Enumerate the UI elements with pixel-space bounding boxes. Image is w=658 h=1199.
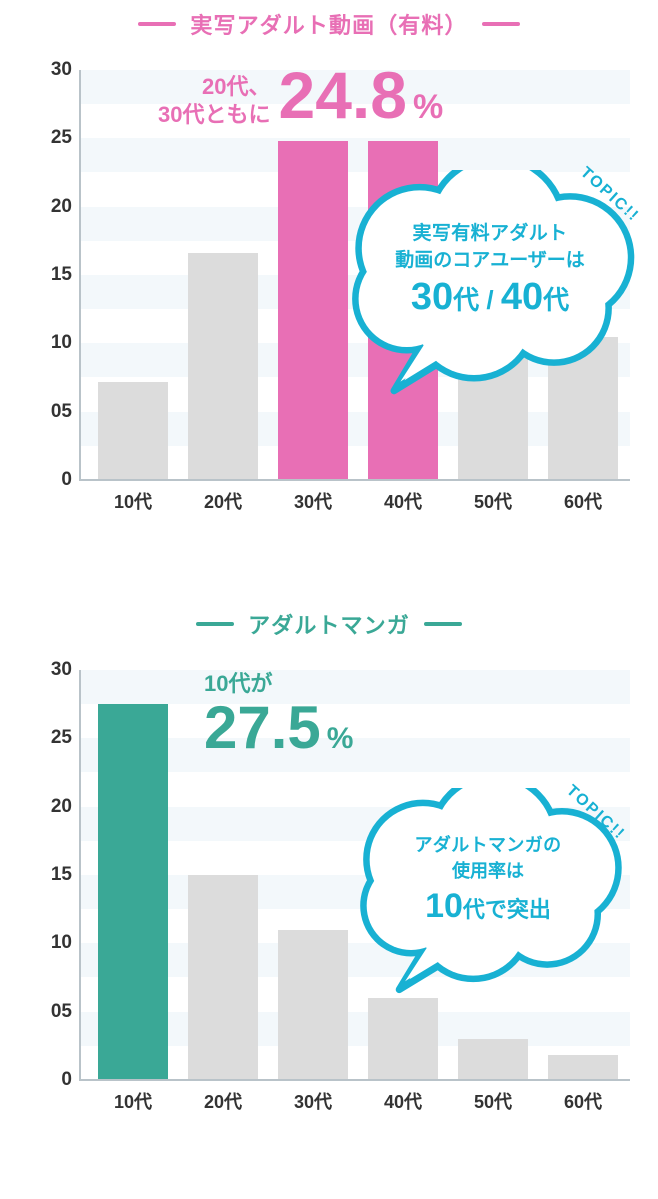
chart2-headline-number: 27.5 (204, 698, 321, 758)
bar (98, 704, 168, 1080)
chart1-headline-number: 24.8 (278, 62, 406, 128)
chart2-x-axis (79, 1079, 630, 1081)
y-tick-label: 15 (28, 264, 72, 286)
bar (98, 382, 168, 480)
y-tick-label: 20 (28, 796, 72, 818)
x-tick-label: 40代 (368, 1088, 438, 1114)
y-tick-label: 10 (28, 932, 72, 954)
y-tick-label: 0 (28, 469, 72, 491)
title-dash-left (138, 22, 176, 26)
chart1-headline-percent: % (413, 88, 443, 127)
y-tick-label: 0 (28, 1069, 72, 1091)
bar (548, 1055, 618, 1080)
y-tick-label: 10 (28, 332, 72, 354)
chart1-y-axis (79, 70, 81, 480)
bubble-line1: アダルトマンガの (415, 831, 562, 857)
bubble-big: 10代で突出 (425, 887, 551, 926)
x-tick-label: 40代 (368, 488, 438, 514)
chart2-title-row: アダルトマンガ (0, 600, 658, 640)
chart1-title: 実写アダルト動画（有料） (190, 8, 467, 40)
bar (278, 930, 348, 1080)
chart2-headline-percent: % (327, 722, 354, 756)
chart1-title-row: 実写アダルト動画（有料） (0, 0, 658, 40)
chart1-headline-pre: 20代、30代ともに (158, 73, 270, 128)
y-tick-label: 05 (28, 1001, 72, 1023)
title-dash-right (424, 622, 462, 626)
chart2-headline: 10代が 27.5 % (204, 670, 353, 758)
chart1-bubble-content: 実写有料アダルト 動画のコアユーザーは 30代 / 40代 (330, 170, 650, 400)
y-tick-label: 25 (28, 727, 72, 749)
title-dash-right (482, 22, 520, 26)
chart2-title: アダルトマンガ (248, 608, 410, 640)
chart2-bubble-content: アダルトマンガの 使用率は 10代で突出 (340, 788, 636, 998)
bar (368, 998, 438, 1080)
x-tick-label: 50代 (458, 488, 528, 514)
chart1-speech-bubble: TOPIC!! 実写有料アダルト 動画のコアユーザーは 30代 / 40代 (330, 170, 650, 400)
chart1-x-labels: 10代 20代 30代 40代 50代 60代 (80, 488, 630, 514)
bubble-big: 30代 / 40代 (411, 276, 569, 319)
y-tick-label: 30 (28, 659, 72, 681)
chart2-speech-bubble: TOPIC!! アダルトマンガの 使用率は 10代で突出 (340, 788, 636, 998)
y-tick-label: 30 (28, 59, 72, 81)
x-tick-label: 10代 (98, 488, 168, 514)
bar (188, 253, 258, 480)
x-tick-label: 30代 (278, 488, 348, 514)
chart1-x-axis (79, 479, 630, 481)
bubble-line2: 使用率は (452, 857, 524, 883)
y-tick-label: 05 (28, 401, 72, 423)
chart2-x-labels: 10代 20代 30代 40代 50代 60代 (80, 1088, 630, 1114)
x-tick-label: 20代 (188, 1088, 258, 1114)
chart1-y-labels: 0051015202530 (28, 70, 72, 480)
x-tick-label: 10代 (98, 1088, 168, 1114)
bubble-line1: 実写有料アダルト (412, 218, 567, 245)
x-tick-label: 60代 (548, 1088, 618, 1114)
chart1-headline: 20代、30代ともに 24.8 % (158, 62, 443, 128)
chart-section-paid-video: 実写アダルト動画（有料） 0 05 10 15 20 25 30 10代 20代 30代 40代 5… (0, 0, 658, 600)
title-dash-left (196, 622, 234, 626)
bubble-line2: 動画のコアユーザーは (395, 245, 585, 272)
bar (188, 875, 258, 1080)
y-tick-label: 15 (28, 864, 72, 886)
x-tick-label: 60代 (548, 488, 618, 514)
chart-section-manga: アダルトマンガ 0 05 10 15 20 25 30 10代 20代 30代 40代 50代 60代… (0, 600, 658, 1199)
y-tick-label: 20 (28, 196, 72, 218)
bar (458, 1039, 528, 1080)
y-tick-label: 25 (28, 127, 72, 149)
x-tick-label: 20代 (188, 488, 258, 514)
chart2-y-axis (79, 670, 81, 1080)
x-tick-label: 30代 (278, 1088, 348, 1114)
x-tick-label: 50代 (458, 1088, 528, 1114)
chart2-y-labels: 0051015202530 (28, 670, 72, 1080)
